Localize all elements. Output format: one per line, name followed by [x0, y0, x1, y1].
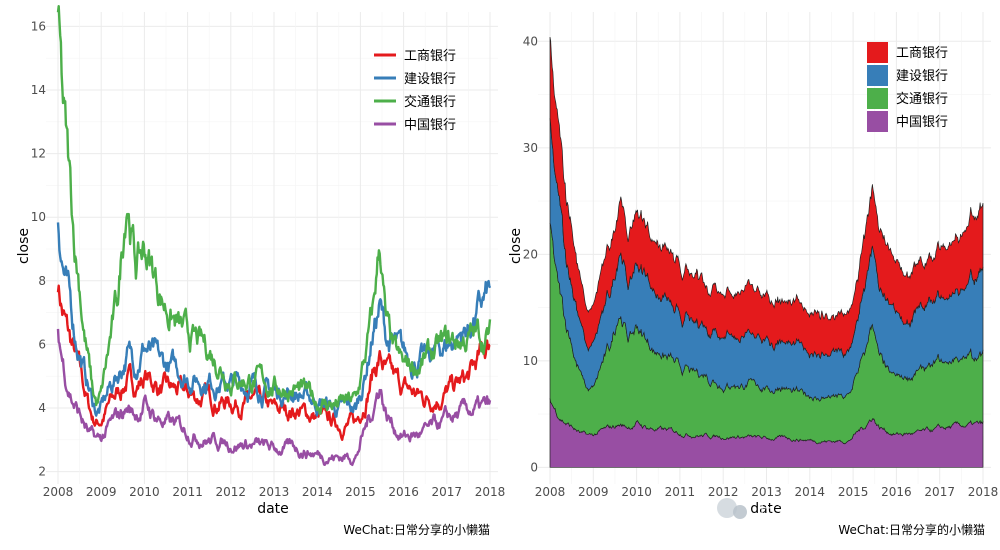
legend-label: 交通银行	[896, 91, 948, 107]
y-tick-label: 10	[31, 210, 46, 224]
legend-label: 建设银行	[404, 72, 456, 87]
wechat-icon	[717, 498, 737, 518]
line-chart-panel: 2 4 6 8 10 12 14 16 2008 2009 2010 2011 2012 2013 201…	[16, 5, 506, 537]
y-tick-label: 0	[530, 460, 538, 474]
line-series-4	[56, 328, 492, 467]
watermark-text: 日常分享的小懒猫	[758, 498, 910, 520]
x-tick-label: 2018	[475, 485, 506, 499]
legend-label: 交通银行	[404, 94, 456, 110]
x-tick-label: 2010	[621, 485, 652, 499]
area-chart-x-axis-label: date	[750, 501, 782, 517]
legend-label: 工商银行	[404, 49, 456, 64]
legend-label: 工商银行	[896, 46, 948, 61]
y-tick-label: 14	[31, 83, 46, 97]
x-tick-label: 2012	[216, 485, 247, 499]
y-tick-label: 10	[523, 354, 538, 368]
x-tick-label: 2008	[43, 485, 74, 499]
line-chart-x-ticks: 2008 2009 2010 2011 2012 2013 2014 2015 2016 2017…	[43, 485, 506, 499]
line-chart-caption: WeChat:日常分享的小懒猫	[343, 522, 490, 537]
x-tick-label: 2013	[259, 485, 290, 499]
line-chart-gridlines	[46, 12, 498, 484]
x-tick-label: 2014	[302, 485, 333, 499]
area-chart-y-axis-label: close	[508, 228, 524, 264]
x-tick-label: 2010	[129, 485, 160, 499]
x-tick-label: 2014	[795, 485, 826, 499]
y-tick-label: 4	[38, 401, 46, 415]
y-tick-label: 40	[523, 34, 538, 48]
x-tick-label: 2008	[535, 485, 566, 499]
x-tick-label: 2011	[665, 485, 696, 499]
x-tick-label: 2009	[86, 485, 117, 499]
legend-key	[867, 42, 888, 63]
line-chart-y-axis-label: close	[16, 228, 32, 264]
legend-key	[867, 111, 888, 132]
line-series-1	[56, 284, 491, 441]
legend-key	[867, 88, 888, 109]
line-chart-y-ticks: 2 4 6 8 10 12 14 16	[31, 19, 46, 478]
y-tick-label: 12	[31, 147, 46, 161]
area-chart-y-ticks: 0 10 20 30 40	[523, 34, 538, 474]
legend-label: 中国银行	[404, 118, 456, 133]
legend-label: 中国银行	[896, 115, 948, 130]
line-chart-series	[56, 5, 492, 467]
x-tick-label: 2017	[924, 485, 955, 499]
x-tick-label: 2012	[708, 485, 739, 499]
y-tick-label: 8	[38, 274, 46, 288]
x-tick-label: 2013	[751, 485, 782, 499]
x-tick-label: 2018	[968, 485, 999, 499]
area-series-4	[549, 36, 984, 359]
area-chart-x-ticks: 2008 2009 2010 2011 2012 2013 2014 2015 2016 2017…	[535, 485, 999, 499]
line-series-3	[56, 5, 492, 416]
y-tick-label: 2	[38, 465, 46, 479]
wechat-icon-bubble	[733, 505, 747, 519]
x-tick-label: 2016	[388, 485, 419, 499]
x-tick-label: 2009	[578, 485, 609, 499]
area-chart-series	[549, 36, 984, 468]
x-tick-label: 2015	[838, 485, 869, 499]
legend-label: 建设银行	[896, 69, 948, 84]
x-tick-label: 2011	[172, 485, 203, 499]
y-tick-label: 16	[31, 19, 46, 33]
x-tick-label: 2015	[345, 485, 376, 499]
watermark: 日常分享的小懒猫	[717, 498, 910, 520]
x-tick-label: 2016	[881, 485, 912, 499]
area-chart-caption: WeChat:日常分享的小懒猫	[838, 522, 985, 537]
y-tick-label: 20	[523, 247, 538, 261]
y-tick-label: 6	[38, 337, 46, 351]
y-tick-label: 30	[523, 141, 538, 155]
x-tick-label: 2017	[432, 485, 463, 499]
line-chart-x-axis-label: date	[257, 501, 289, 517]
legend-key	[867, 65, 888, 86]
